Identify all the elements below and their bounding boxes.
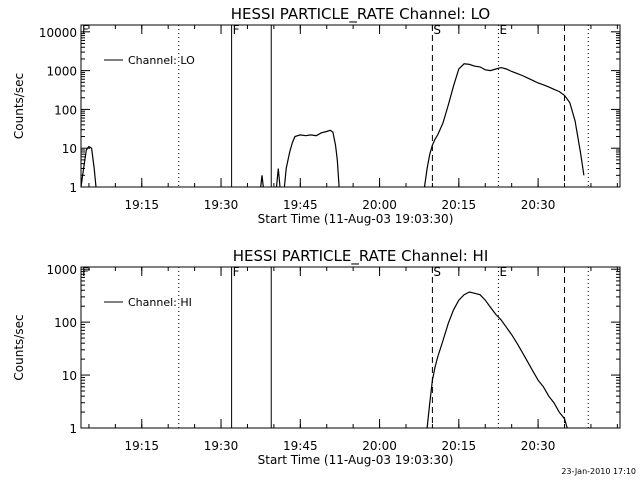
event-marker-label-f: F [82, 265, 89, 279]
event-marker-label-e: E [499, 23, 507, 37]
x-axis-label: Start Time (11-Aug-03 19:03:30) [258, 453, 454, 467]
chart-title: HESSI PARTICLE_RATE Channel: HI [233, 247, 489, 266]
chart-panel-lo: HESSI PARTICLE_RATE Channel: LO Counts/se… [12, 5, 621, 226]
y-axis-label: Counts/sec [12, 314, 26, 380]
x-tick-label-20-15: 20:15 [442, 198, 477, 212]
y-tick-label-1: 1 [69, 181, 77, 195]
y-tick-label-100: 100 [54, 103, 77, 117]
y-tick-label-100: 100 [54, 316, 77, 330]
event-marker-label-s: S [433, 265, 441, 279]
x-tick-label-19-15: 19:15 [124, 198, 159, 212]
x-tick-label-20-00: 20:00 [362, 439, 397, 453]
x-tick-label-19-15: 19:15 [124, 439, 159, 453]
series-line-channel-lo [423, 63, 585, 188]
event-marker-label-s: S [433, 23, 441, 37]
event-marker-label-f: F [233, 265, 240, 279]
footer-timestamp: 23-Jan-2010 17:10 [561, 467, 636, 476]
y-axis-label: Counts/sec [12, 73, 26, 139]
y-tick-label-1000: 1000 [46, 65, 77, 79]
plot-frame [80, 266, 621, 429]
series-line-channel-lo [275, 168, 281, 188]
plot-frame [80, 24, 621, 188]
y-tick-label-10: 10 [62, 142, 77, 156]
x-axis-label: Start Time (11-Aug-03 19:03:30) [258, 212, 454, 226]
chart-title: HESSI PARTICLE_RATE Channel: LO [231, 5, 490, 24]
y-tick-label-1000: 1000 [46, 263, 77, 277]
x-tick-label-19-30: 19:30 [204, 439, 239, 453]
y-tick-label-10000: 10000 [39, 26, 77, 40]
y-tick-label-1: 1 [69, 422, 77, 436]
legend-entry: Channel: LO [128, 54, 195, 67]
x-tick-label-19-45: 19:45 [283, 198, 318, 212]
series-line-channel-hi [426, 291, 568, 429]
x-tick-label-20-00: 20:00 [362, 198, 397, 212]
x-tick-label-20-30: 20:30 [521, 439, 556, 453]
event-marker-label-f: F [82, 23, 89, 37]
event-marker-label-e: E [499, 265, 507, 279]
series-line-channel-lo [80, 145, 97, 188]
chart-panel-hi: HESSI PARTICLE_RATE Channel: HI Counts/se… [12, 247, 621, 467]
y-tick-label-10: 10 [62, 369, 77, 383]
legend-entry: Channel: HI [128, 296, 192, 309]
x-tick-label-19-45: 19:45 [283, 439, 318, 453]
series-line-channel-lo [283, 129, 340, 188]
x-tick-label-20-15: 20:15 [442, 439, 477, 453]
event-marker-label-f: F [233, 23, 240, 37]
x-tick-label-19-30: 19:30 [204, 198, 239, 212]
series-line-channel-lo [260, 175, 264, 188]
x-tick-label-20-30: 20:30 [521, 198, 556, 212]
